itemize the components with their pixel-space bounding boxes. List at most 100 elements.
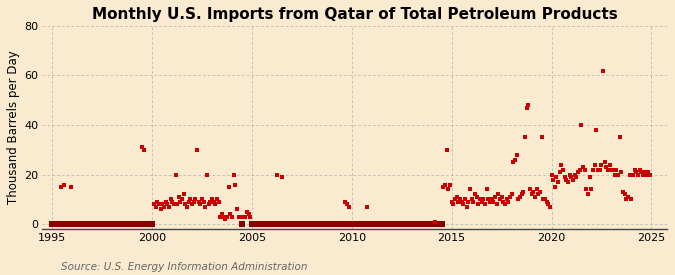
Point bbox=[245, 214, 256, 219]
Point bbox=[325, 222, 335, 226]
Point bbox=[386, 222, 397, 226]
Point bbox=[285, 222, 296, 226]
Point bbox=[263, 222, 274, 226]
Point bbox=[478, 197, 489, 202]
Point bbox=[539, 197, 550, 202]
Point bbox=[94, 222, 105, 226]
Point bbox=[576, 123, 587, 127]
Point bbox=[501, 197, 512, 202]
Point bbox=[246, 222, 257, 226]
Point bbox=[578, 165, 589, 169]
Point bbox=[262, 222, 273, 226]
Point bbox=[200, 205, 211, 209]
Point bbox=[157, 202, 167, 207]
Point bbox=[622, 195, 633, 199]
Point bbox=[597, 68, 608, 73]
Point bbox=[599, 160, 610, 164]
Point bbox=[425, 222, 435, 226]
Point bbox=[427, 222, 437, 226]
Point bbox=[454, 197, 465, 202]
Point bbox=[621, 197, 632, 202]
Point bbox=[561, 177, 572, 182]
Point bbox=[173, 195, 184, 199]
Point bbox=[122, 222, 133, 226]
Point bbox=[435, 222, 446, 226]
Point bbox=[259, 222, 269, 226]
Point bbox=[205, 200, 216, 204]
Point bbox=[406, 222, 417, 226]
Point bbox=[331, 222, 342, 226]
Point bbox=[518, 190, 529, 194]
Point bbox=[464, 187, 475, 192]
Point bbox=[284, 222, 294, 226]
Point bbox=[210, 202, 221, 207]
Point bbox=[188, 200, 199, 204]
Point bbox=[308, 222, 319, 226]
Point bbox=[268, 222, 279, 226]
Point bbox=[398, 222, 409, 226]
Point bbox=[420, 222, 431, 226]
Point bbox=[160, 200, 171, 204]
Point bbox=[242, 210, 252, 214]
Point bbox=[72, 222, 83, 226]
Point bbox=[572, 170, 583, 174]
Point bbox=[470, 192, 481, 197]
Point bbox=[498, 200, 509, 204]
Point bbox=[150, 205, 161, 209]
Point bbox=[315, 222, 325, 226]
Point bbox=[616, 170, 627, 174]
Point bbox=[119, 222, 130, 226]
Point bbox=[312, 222, 323, 226]
Point bbox=[396, 222, 407, 226]
Point bbox=[318, 222, 329, 226]
Point bbox=[182, 205, 192, 209]
Point bbox=[317, 222, 327, 226]
Point bbox=[506, 192, 517, 197]
Point bbox=[352, 222, 362, 226]
Point bbox=[477, 200, 487, 204]
Point bbox=[65, 185, 76, 189]
Point bbox=[508, 160, 518, 164]
Point bbox=[516, 192, 527, 197]
Point bbox=[107, 222, 117, 226]
Point bbox=[195, 202, 206, 207]
Point bbox=[628, 172, 639, 177]
Point bbox=[333, 222, 344, 226]
Point bbox=[63, 222, 74, 226]
Point bbox=[62, 222, 73, 226]
Point bbox=[320, 222, 331, 226]
Point bbox=[57, 222, 68, 226]
Point bbox=[373, 222, 384, 226]
Point bbox=[585, 175, 595, 179]
Point bbox=[495, 197, 506, 202]
Point bbox=[536, 135, 547, 140]
Point bbox=[553, 180, 564, 184]
Point bbox=[313, 222, 324, 226]
Point bbox=[591, 128, 602, 132]
Point bbox=[446, 200, 457, 204]
Point bbox=[212, 197, 223, 202]
Point bbox=[486, 197, 497, 202]
Point bbox=[416, 222, 427, 226]
Point bbox=[223, 185, 234, 189]
Point bbox=[338, 222, 349, 226]
Point bbox=[85, 222, 96, 226]
Point bbox=[371, 222, 382, 226]
Point bbox=[481, 187, 492, 192]
Point bbox=[255, 222, 266, 226]
Point bbox=[529, 195, 540, 199]
Point bbox=[524, 187, 535, 192]
Point bbox=[78, 222, 89, 226]
Point bbox=[145, 222, 156, 226]
Point bbox=[463, 200, 474, 204]
Point bbox=[456, 200, 467, 204]
Point bbox=[298, 222, 309, 226]
Point bbox=[483, 197, 493, 202]
Point bbox=[408, 222, 418, 226]
Point bbox=[491, 202, 502, 207]
Point bbox=[460, 197, 470, 202]
Point bbox=[76, 222, 86, 226]
Point bbox=[169, 202, 180, 207]
Point bbox=[610, 172, 620, 177]
Point bbox=[471, 195, 482, 199]
